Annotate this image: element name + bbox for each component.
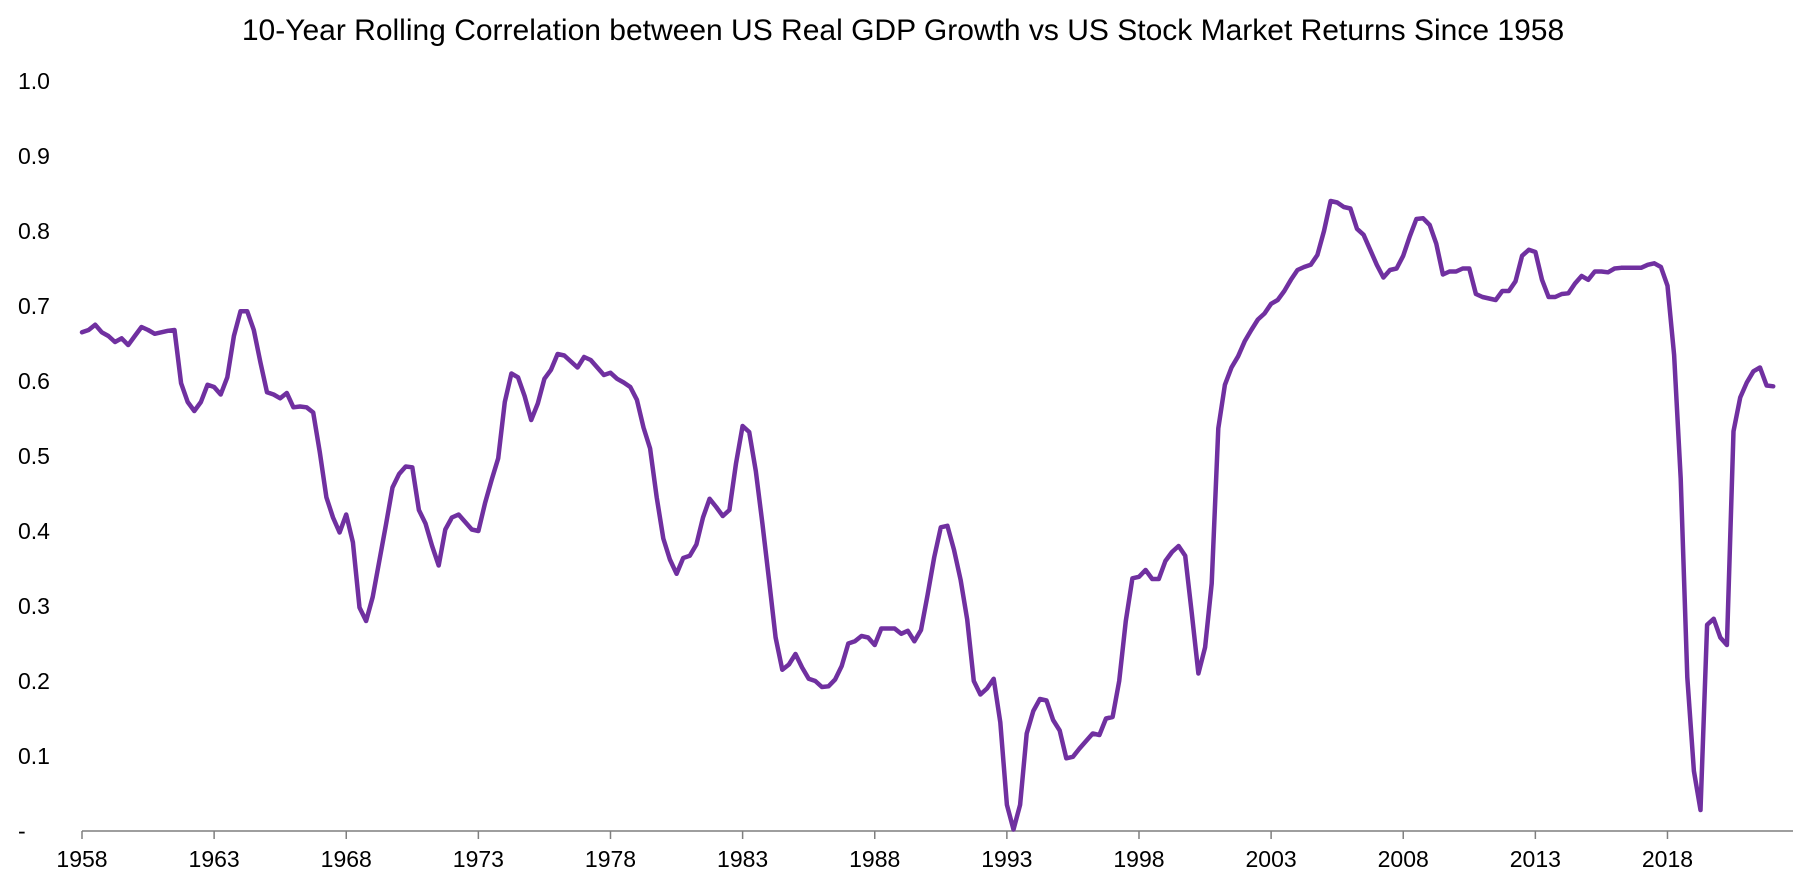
series-line xyxy=(79,198,1776,832)
x-tick-label: 2018 xyxy=(1642,846,1693,872)
x-tick-label: 2003 xyxy=(1246,846,1297,872)
y-tick-label: 0.4 xyxy=(18,518,50,544)
y-tick-label: 0.7 xyxy=(18,293,50,319)
x-tick-label: 1963 xyxy=(189,846,240,872)
y-tick-label: - xyxy=(18,818,26,844)
x-tick-label: 1998 xyxy=(1113,846,1164,872)
x-tick-label: 2008 xyxy=(1378,846,1429,872)
x-tick-label: 1993 xyxy=(981,846,1032,872)
y-tick-label: 0.9 xyxy=(18,143,50,169)
x-tick-label: 1988 xyxy=(849,846,900,872)
chart-title: 10-Year Rolling Correlation between US R… xyxy=(241,14,1565,47)
y-tick-label: 0.3 xyxy=(18,593,50,619)
x-tick-label: 1968 xyxy=(321,846,372,872)
y-tick-label: 0.1 xyxy=(18,743,50,769)
y-tick-label: 0.5 xyxy=(18,443,50,469)
y-tick-label: 1.0 xyxy=(18,68,50,94)
y-tick-label: 0.6 xyxy=(18,368,50,394)
y-tick-label: 0.2 xyxy=(18,668,50,694)
x-tick-label: 1958 xyxy=(56,846,107,872)
x-tick-label: 1973 xyxy=(453,846,504,872)
x-tick-label: 1983 xyxy=(717,846,768,872)
x-tick-label: 1978 xyxy=(585,846,636,872)
x-tick-label: 2013 xyxy=(1510,846,1561,872)
y-tick-label: 0.8 xyxy=(18,218,50,244)
